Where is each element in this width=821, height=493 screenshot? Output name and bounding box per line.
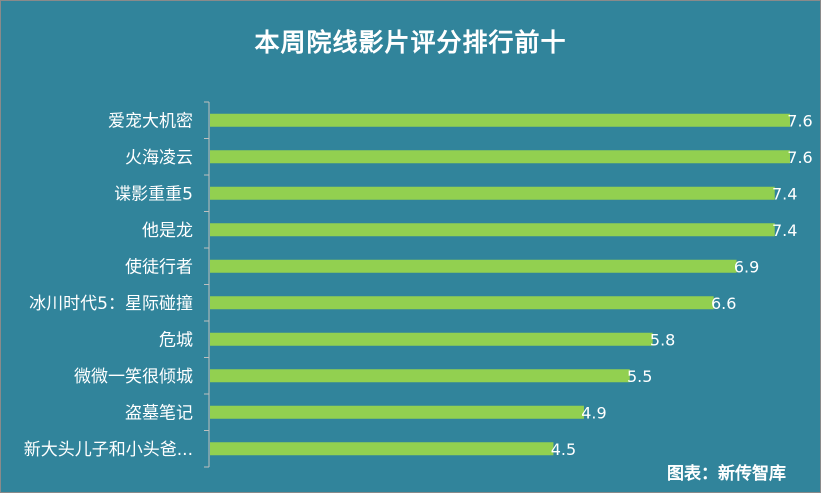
- bar: [210, 113, 790, 127]
- bar: [210, 259, 737, 273]
- data-label: 7.4: [772, 184, 797, 203]
- data-label: 4.5: [551, 440, 576, 459]
- data-label: 5.5: [627, 367, 652, 386]
- bar: [210, 405, 584, 419]
- source-label: 图表：新传智库: [667, 464, 786, 484]
- bar: [210, 223, 775, 237]
- bar: [210, 332, 653, 346]
- bar: [210, 369, 630, 383]
- category-label: 新大头儿子和小头爸...: [24, 440, 193, 460]
- category-label: 危城: [159, 330, 193, 350]
- data-label: 6.6: [711, 294, 736, 313]
- category-label: 盗墓笔记: [125, 403, 193, 423]
- bar: [210, 442, 554, 456]
- bar: [210, 186, 775, 200]
- category-label: 微微一笑很倾城: [74, 367, 193, 387]
- data-label: 7.6: [787, 111, 812, 130]
- bar: [210, 150, 790, 164]
- category-label: 他是龙: [142, 221, 193, 241]
- data-label: 6.9: [734, 257, 759, 276]
- bar: [210, 296, 714, 310]
- category-label: 冰川时代5：星际碰撞: [29, 294, 193, 314]
- data-label: 7.6: [787, 148, 812, 167]
- category-label: 使徒行者: [125, 256, 193, 277]
- data-label: 5.8: [650, 330, 675, 349]
- category-label: 爱宠大机密: [108, 111, 193, 131]
- category-label: 谍影重重5: [114, 184, 193, 204]
- category-label: 火海凌云: [125, 148, 193, 168]
- data-label: 4.9: [581, 403, 606, 422]
- chart-title: 本周院线影片评分排行前十: [254, 28, 567, 57]
- data-label: 7.4: [772, 221, 797, 240]
